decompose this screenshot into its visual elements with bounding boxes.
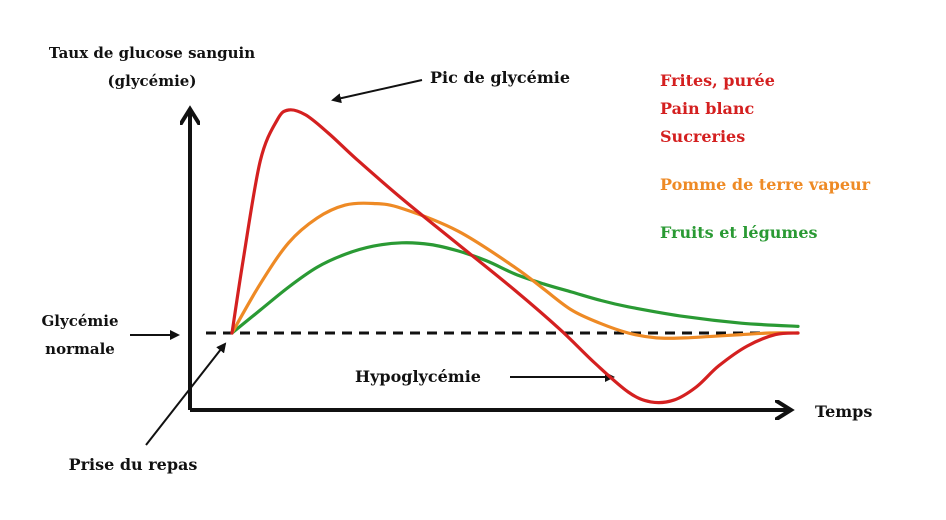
y-axis-label-line1: Taux de glucose sanguin <box>49 44 255 62</box>
normal-annotation-line1: Glycémie <box>41 312 118 330</box>
series-layer <box>230 108 800 405</box>
legend-item-sweets: Sucreries <box>660 127 745 146</box>
legend-item-steamed-potato: Pomme de terre vapeur <box>660 175 871 194</box>
meal-annotation: Prise du repas <box>69 455 198 474</box>
series-line-steamed-potato <box>230 201 800 340</box>
peak-annotation-arrow <box>331 79 423 104</box>
legend-item-fruits-vegetables: Fruits et légumes <box>660 223 818 242</box>
series-line-refined <box>230 108 800 405</box>
hypo-annotation: Hypoglycémie <box>355 367 481 386</box>
legend: Frites, purée Pain blanc Sucreries Pomme de… <box>660 71 871 242</box>
x-axis-label: Temps <box>815 402 872 421</box>
legend-item-fries: Frites, purée <box>660 71 775 90</box>
meal-annotation-arrow <box>145 342 227 446</box>
peak-annotation: Pic de glycémie <box>430 68 570 87</box>
normal-annotation-line2: normale <box>45 340 115 358</box>
y-axis-label-line2: (glycémie) <box>108 72 197 90</box>
series-line-fruits-vegetables <box>230 241 800 335</box>
legend-item-white-bread: Pain blanc <box>660 99 755 118</box>
